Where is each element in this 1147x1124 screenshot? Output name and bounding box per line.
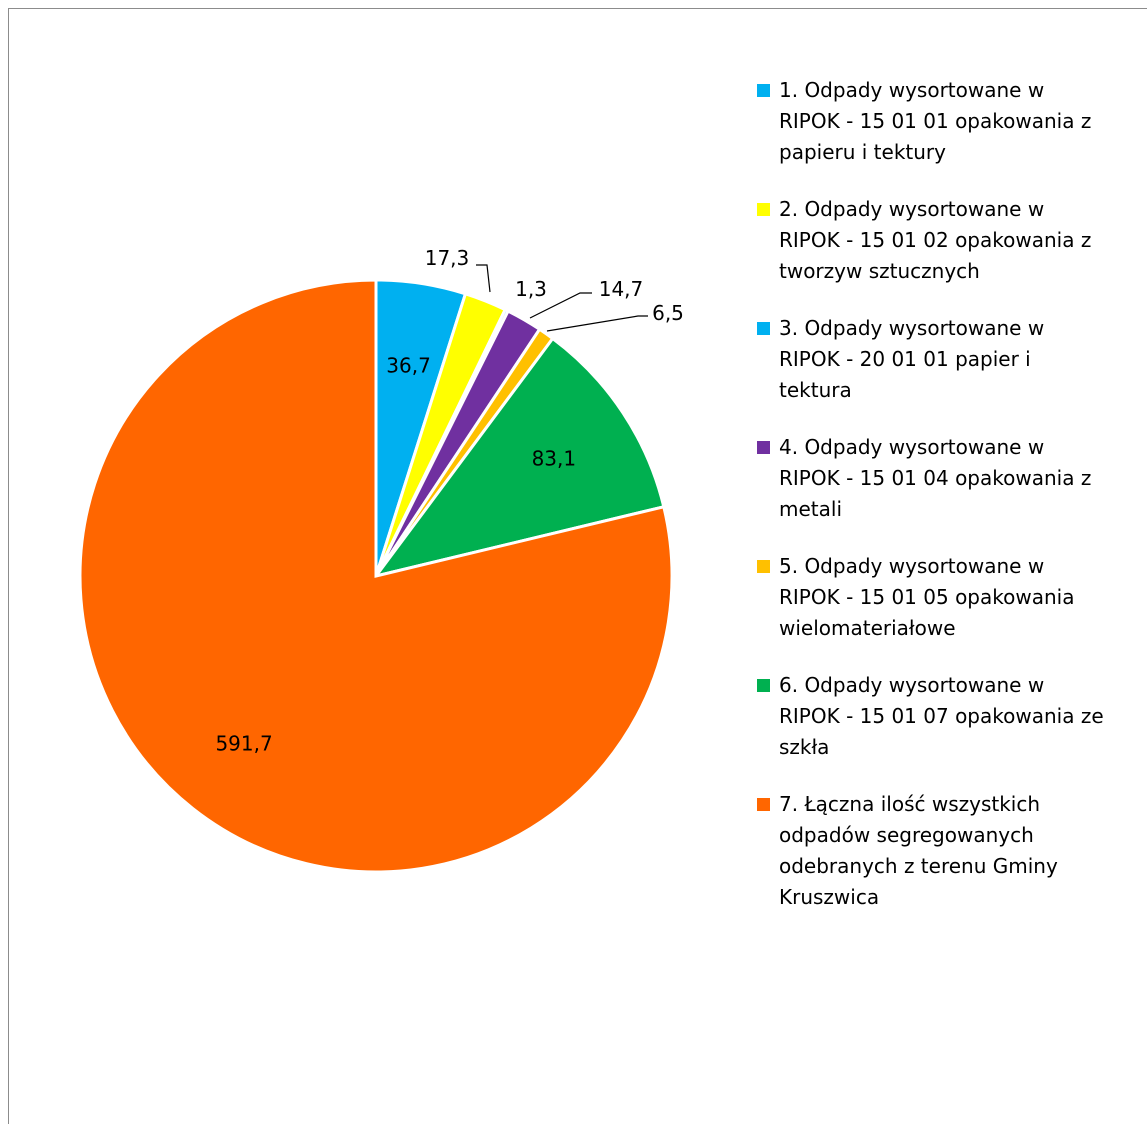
legend-item-7: 7. Łączna ilość wszystkich odpadów segre…: [757, 789, 1147, 913]
pie-slice-7: [78, 278, 674, 874]
legend-item-1: 1. Odpady wysortowane w RIPOK - 15 01 01…: [757, 75, 1147, 168]
legend-label: 7. Łączna ilość wszystkich odpadów segre…: [779, 792, 1058, 909]
legend-label: 3. Odpady wysortowane w RIPOK - 20 01 01…: [779, 316, 1045, 402]
legend-swatch: [757, 203, 770, 216]
leader-line-4: [529, 292, 592, 319]
legend-item-5: 5. Odpady wysortowane w RIPOK - 15 01 05…: [757, 551, 1147, 644]
legend-label: 4. Odpady wysortowane w RIPOK - 15 01 04…: [779, 435, 1092, 521]
data-label-3: 1,3: [515, 277, 547, 301]
legend-item-2: 2. Odpady wysortowane w RIPOK - 15 01 02…: [757, 194, 1147, 287]
legend-swatch: [757, 798, 770, 811]
legend-swatch: [757, 84, 770, 97]
legend-swatch: [757, 441, 770, 454]
legend-label: 2. Odpady wysortowane w RIPOK - 15 01 02…: [779, 197, 1092, 283]
legend-label: 5. Odpady wysortowane w RIPOK - 15 01 05…: [779, 554, 1075, 640]
legend-label: 1. Odpady wysortowane w RIPOK - 15 01 01…: [779, 78, 1092, 164]
legend: 1. Odpady wysortowane w RIPOK - 15 01 01…: [757, 75, 1147, 939]
data-label-7: 591,7: [215, 731, 272, 755]
legend-swatch: [757, 322, 770, 335]
legend-item-4: 4. Odpady wysortowane w RIPOK - 15 01 04…: [757, 432, 1147, 525]
data-label-4: 14,7: [599, 277, 644, 301]
legend-item-3: 3. Odpady wysortowane w RIPOK - 20 01 01…: [757, 313, 1147, 406]
legend-swatch: [757, 679, 770, 692]
leader-line-2: [476, 264, 491, 293]
legend-label: 6. Odpady wysortowane w RIPOK - 15 01 07…: [779, 673, 1104, 759]
data-label-1: 36,7: [386, 353, 431, 377]
data-label-2: 17,3: [425, 246, 470, 270]
legend-swatch: [757, 560, 770, 573]
chart-frame: [8, 8, 1147, 1124]
pie-slice-6: [372, 336, 666, 579]
data-label-5: 6,5: [652, 301, 684, 325]
leader-line-5: [546, 315, 648, 332]
data-label-6: 83,1: [532, 447, 577, 471]
legend-item-6: 6. Odpady wysortowane w RIPOK - 15 01 07…: [757, 670, 1147, 763]
